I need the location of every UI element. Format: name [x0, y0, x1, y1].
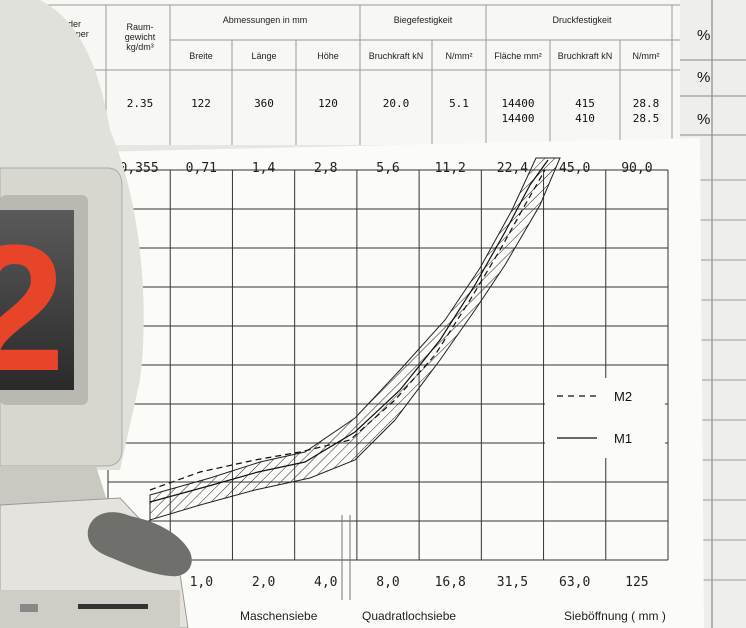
header-druckfestigkeit: Druckfestigkeit: [552, 15, 612, 25]
x-bottom-tick-label: 1,0: [190, 575, 213, 590]
computer-photo: 2: [0, 0, 192, 628]
x-top-tick-label: 0,71: [186, 161, 217, 176]
x-top-tick-label: 1,4: [252, 161, 276, 176]
table-grid: [0, 4, 680, 145]
x-top-tick-label: 2,8: [314, 161, 337, 176]
x-bottom-tick-label: 2,0: [252, 575, 275, 590]
x-bottom-ticks: 1,0 2,0 4,0 8,0 16,8 31,5 63,0 125: [190, 575, 649, 590]
header-bruchkraft: Bruchkraft kN: [369, 51, 424, 61]
header-raum-3: kg/dm³: [126, 42, 154, 52]
x-bottom-tick-label: 16,8: [435, 575, 466, 590]
drive-button: [20, 604, 38, 612]
x-top-tick-label: 0,355: [120, 161, 159, 176]
curve-m2: [149, 169, 546, 491]
chart-legend: M2 M1: [545, 378, 665, 458]
grading-band: [149, 157, 561, 521]
header-flaeche: Fläche mm²: [494, 51, 542, 61]
cell-breite: 122: [191, 97, 211, 110]
gloved-hand: [87, 512, 192, 577]
x-top-tick-label: 11,2: [435, 161, 466, 176]
caption-maschensiebe: Maschensiebe: [240, 609, 318, 623]
header-hoehe: Höhe: [317, 51, 339, 61]
cell-flaeche-1: 14400: [501, 97, 534, 110]
caption-siebeoeffnung: Sieböffnung ( mm ): [564, 609, 666, 623]
x-bottom-tick-label: 63,0: [559, 575, 590, 590]
cell-nmm-druck-2: 28.5: [633, 112, 660, 125]
header-breite: Breite: [189, 51, 213, 61]
percent-label-3: %: [697, 111, 710, 128]
header-nmm: N/mm²: [446, 51, 473, 61]
header-biegefestigkeit: Biegefestigkeit: [394, 15, 453, 25]
header-raum-2: gewicht: [125, 32, 156, 42]
x-bottom-tick-label: 8,0: [376, 575, 399, 590]
x-bottom-tick-label: 31,5: [497, 575, 528, 590]
monitor-screen: [0, 210, 74, 390]
x-bottom-tick-label: 125: [625, 575, 648, 590]
x-top-ticks: 0,355 0,71 1,4 2,8 5,6 11,2 22,4 45,0 90,0: [120, 161, 653, 176]
percent-label-2: %: [697, 69, 710, 86]
cell-nmm-druck-1: 28.8: [633, 97, 660, 110]
monitor-digit: 2: [0, 208, 65, 409]
x-top-tick-label: 5,6: [376, 161, 399, 176]
header-bruchkraft-druck: Bruchkraft kN: [558, 51, 613, 61]
cell-bruchkraft-druck-1: 415: [575, 97, 595, 110]
cell-nmm: 5.1: [449, 97, 469, 110]
cell-laenge: 360: [254, 97, 274, 110]
x-top-tick-label: 90,0: [621, 161, 652, 176]
cell-raumgewicht: 2.35: [127, 97, 154, 110]
header-raum-1: Raum-: [126, 22, 153, 32]
data-table-sheet: [0, 0, 680, 145]
header-nmm-druck: N/mm²: [633, 51, 660, 61]
x-bottom-tick-label: 4,0: [314, 575, 337, 590]
x-top-tick-label: 45,0: [559, 161, 590, 176]
cell-hoehe: 120: [318, 97, 338, 110]
cell-bruchkraft: 20.0: [383, 97, 410, 110]
header-laenge: Länge: [251, 51, 276, 61]
cell-flaeche-2: 14400: [501, 112, 534, 125]
curve-m1: [149, 159, 549, 503]
legend-m2-label: M2: [614, 389, 632, 404]
percent-label-1: %: [697, 27, 710, 44]
legend-m1-label: M1: [614, 431, 632, 446]
header-abmessungen: Abmessungen in mm: [223, 15, 308, 25]
sieve-chart: 0,355 0,71 1,4 2,8 5,6 11,2 22,4 45,0 90,0 1,0 2,…: [90, 138, 704, 628]
caption-quadratlochsiebe: Quadratlochsiebe: [362, 609, 456, 623]
cell-bruchkraft-druck-2: 410: [575, 112, 595, 125]
x-top-tick-label: 22,4: [497, 161, 528, 176]
monitor-stand: [0, 466, 110, 510]
disk-slot: [78, 604, 148, 609]
